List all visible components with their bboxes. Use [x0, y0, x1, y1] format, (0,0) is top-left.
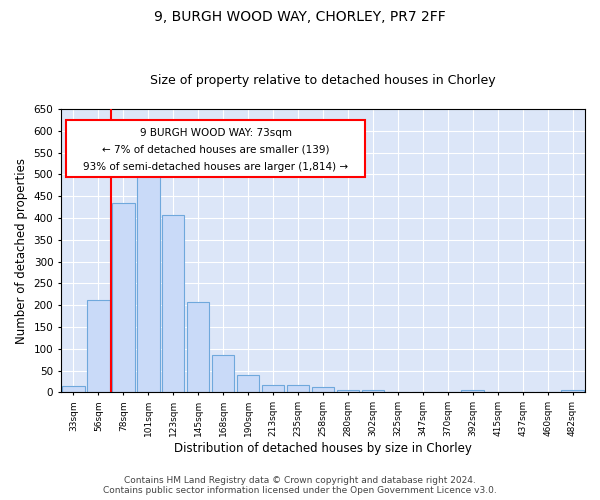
- Bar: [287, 384, 309, 392]
- Bar: [461, 390, 484, 392]
- Text: Contains HM Land Registry data © Crown copyright and database right 2024.
Contai: Contains HM Land Registry data © Crown c…: [103, 476, 497, 495]
- Bar: [337, 390, 359, 392]
- Bar: [312, 387, 334, 392]
- Bar: [561, 390, 584, 392]
- Bar: [87, 300, 110, 392]
- Bar: [162, 215, 184, 392]
- Y-axis label: Number of detached properties: Number of detached properties: [15, 158, 28, 344]
- Bar: [137, 173, 160, 392]
- Bar: [187, 302, 209, 392]
- Bar: [262, 384, 284, 392]
- X-axis label: Distribution of detached houses by size in Chorley: Distribution of detached houses by size …: [174, 442, 472, 455]
- Bar: [237, 375, 259, 392]
- Text: 9 BURGH WOOD WAY: 73sqm: 9 BURGH WOOD WAY: 73sqm: [140, 128, 292, 138]
- Title: Size of property relative to detached houses in Chorley: Size of property relative to detached ho…: [150, 74, 496, 87]
- Text: ← 7% of detached houses are smaller (139): ← 7% of detached houses are smaller (139…: [102, 145, 329, 155]
- Text: 9, BURGH WOOD WAY, CHORLEY, PR7 2FF: 9, BURGH WOOD WAY, CHORLEY, PR7 2FF: [154, 10, 446, 24]
- Bar: [212, 355, 235, 393]
- Text: 93% of semi-detached houses are larger (1,814) →: 93% of semi-detached houses are larger (…: [83, 162, 348, 172]
- Bar: [62, 386, 85, 392]
- Bar: [362, 390, 384, 392]
- Bar: [112, 203, 134, 392]
- FancyBboxPatch shape: [66, 120, 365, 177]
